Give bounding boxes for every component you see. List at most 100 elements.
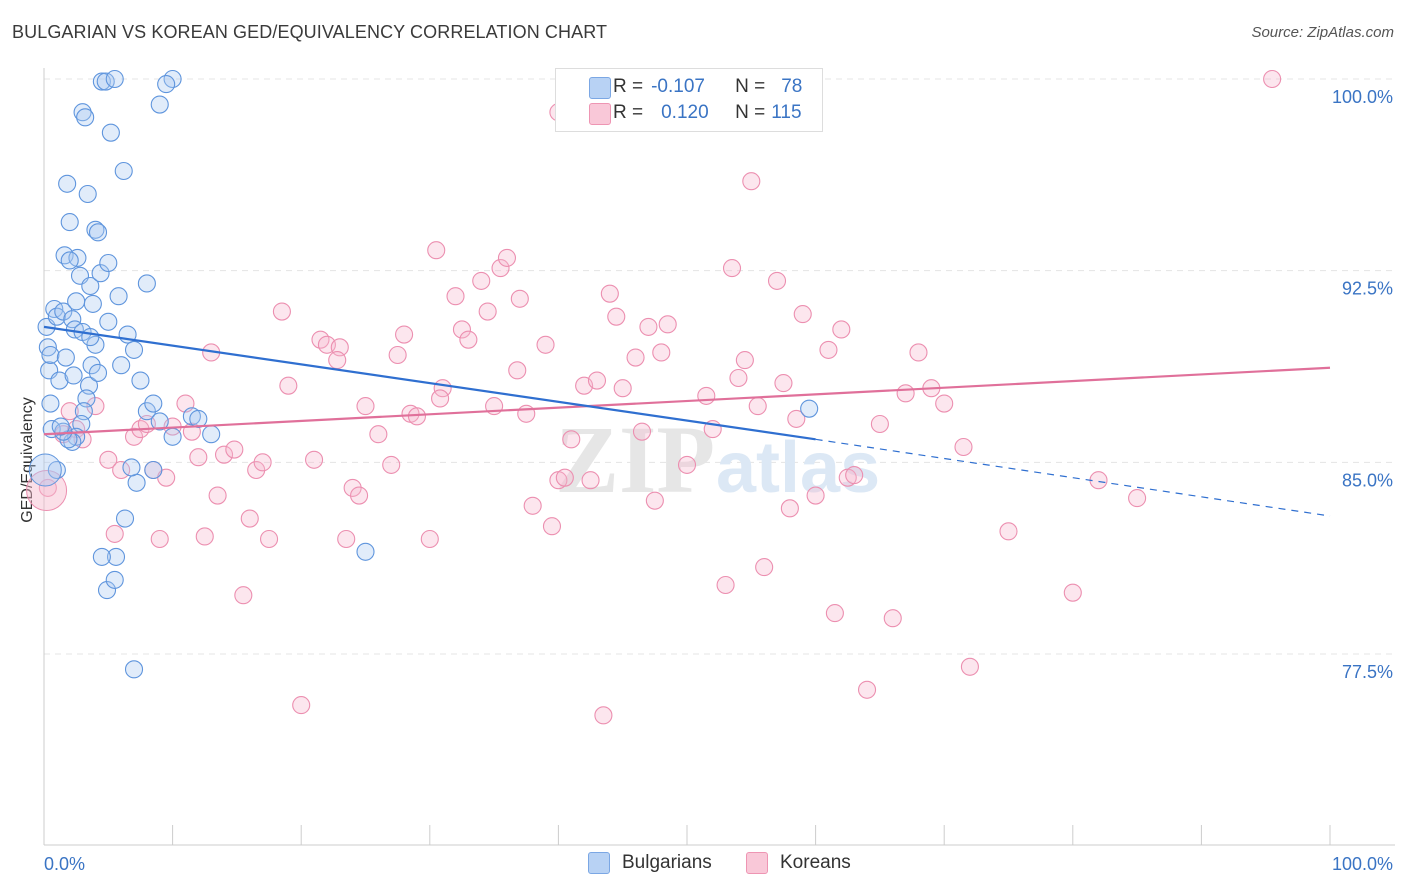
bulgarian-points xyxy=(28,69,819,679)
korean-point xyxy=(639,317,658,336)
bulgarian-point xyxy=(800,399,819,418)
korean-point xyxy=(214,445,234,464)
korean-point xyxy=(478,302,497,321)
y-tick-label: 85.0% xyxy=(1342,470,1393,490)
legend-n-label: N = xyxy=(735,76,766,97)
korean-point xyxy=(716,575,735,595)
korean-point xyxy=(350,486,369,505)
korean-point xyxy=(234,586,253,605)
bulgarian-point xyxy=(67,292,86,311)
korean-point xyxy=(819,340,838,359)
trend-lines xyxy=(43,325,1331,517)
bulgarian-point xyxy=(41,394,60,413)
bulgarian-point xyxy=(131,371,150,390)
korean-point xyxy=(427,241,446,260)
korean-point xyxy=(472,271,491,290)
legend-r-label: R = xyxy=(613,76,644,97)
bulgarian-point xyxy=(81,328,100,347)
bulgarian-point xyxy=(82,356,101,375)
bottom-legend-swatch-koreans xyxy=(746,852,768,874)
bulgarian-point xyxy=(58,174,77,193)
legend-n-bulgarians: 78 xyxy=(781,76,803,97)
bulgarian-point xyxy=(115,509,135,528)
korean-point xyxy=(272,302,291,321)
korean-point xyxy=(729,368,748,388)
korean-point xyxy=(658,315,677,334)
legend: R = -0.107 N = 78 R = 0.120 N = 115 xyxy=(555,68,823,132)
chart-title: BULGARIAN VS KOREAN GED/EQUIVALENCY CORR… xyxy=(12,22,608,42)
korean-point xyxy=(253,453,272,472)
bulgarian-point xyxy=(150,412,169,431)
legend-n-label: N = xyxy=(735,102,766,123)
korean-point xyxy=(755,558,774,577)
bulgarian-point xyxy=(137,274,156,293)
korean-point xyxy=(806,486,825,505)
korean-point xyxy=(60,402,79,421)
legend-r-label: R = xyxy=(613,102,644,123)
korean-point xyxy=(388,345,407,365)
korean-point xyxy=(909,343,928,362)
korean-point xyxy=(99,450,118,469)
korean-trend-line xyxy=(43,366,1331,436)
korean-point xyxy=(626,348,645,367)
bulgarian-point xyxy=(88,223,108,242)
bottom-legend-koreans: Koreans xyxy=(746,852,851,874)
korean-point xyxy=(832,320,851,339)
legend-row-bulgarians: R = -0.107 N = 78 xyxy=(589,75,803,99)
korean-point xyxy=(292,696,311,715)
y-tick-label: 77.5% xyxy=(1342,662,1393,682)
korean-point xyxy=(742,172,761,191)
korean-point xyxy=(343,478,362,497)
bulgarian-point xyxy=(137,402,156,421)
bulgarian-point xyxy=(124,660,144,679)
korean-point xyxy=(240,509,259,528)
bulgarian-point xyxy=(63,310,82,329)
bulgarian-point xyxy=(50,371,69,390)
korean-point xyxy=(857,680,877,699)
korean-point xyxy=(774,374,793,393)
x-tick-label-max: 100.0% xyxy=(1332,854,1393,874)
watermark-atlas: atlas xyxy=(716,428,880,508)
bulgarian-point xyxy=(51,417,70,436)
korean-point xyxy=(517,404,536,423)
bulgarian-point xyxy=(60,251,79,270)
y-tick-label: 100.0% xyxy=(1332,87,1393,107)
korean-points xyxy=(26,69,1282,725)
korean-point xyxy=(420,529,439,549)
axes xyxy=(43,68,1395,846)
bulgarian-point xyxy=(202,425,221,444)
korean-point xyxy=(960,657,979,676)
korean-point xyxy=(446,287,465,306)
legend-swatch-koreans xyxy=(589,103,611,125)
bottom-legend-bulgarians: Bulgarians xyxy=(588,852,712,874)
legend-r-koreans: 0.120 xyxy=(661,102,709,123)
korean-point xyxy=(112,460,131,480)
korean-point xyxy=(780,499,799,518)
korean-point xyxy=(1263,69,1282,89)
korean-point xyxy=(459,330,478,349)
bulgarian-trend-extension xyxy=(815,438,1331,517)
korean-point xyxy=(356,397,375,416)
bulgarian-point xyxy=(86,220,105,239)
korean-point xyxy=(652,343,671,362)
bulgarian-point xyxy=(99,253,118,273)
bulgarian-point xyxy=(92,547,111,566)
korean-point xyxy=(677,455,697,474)
bulgarian-trend-line xyxy=(43,325,816,441)
x-tick-label-min: 0.0% xyxy=(44,854,85,874)
bulgarian-point xyxy=(356,542,375,561)
legend-row-koreans: R = 0.120 N = 115 xyxy=(589,101,802,125)
korean-point xyxy=(562,430,581,449)
bulgarian-point xyxy=(124,340,144,359)
korean-point xyxy=(508,361,527,380)
bulgarian-point xyxy=(127,473,146,492)
korean-point xyxy=(452,320,472,339)
bulgarian-point xyxy=(64,366,83,385)
bottom-legend-label-bulgarians: Bulgarians xyxy=(622,852,712,873)
korean-point xyxy=(594,706,613,725)
bulgarian-point xyxy=(78,184,97,204)
korean-point xyxy=(697,386,716,405)
korean-point xyxy=(607,307,626,326)
korean-point xyxy=(497,248,517,267)
korean-point xyxy=(581,471,600,490)
